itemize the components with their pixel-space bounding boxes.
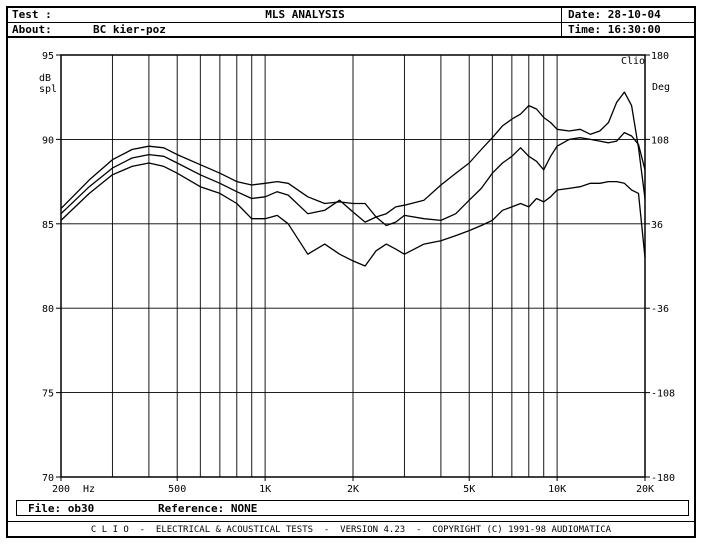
x-tick-label: 200 (52, 484, 70, 495)
about-value: BC kier-poz (93, 23, 166, 36)
clio-brand-label: Clio (621, 56, 645, 67)
window-frame (6, 6, 696, 538)
y2-tick-label: 108 (651, 135, 669, 146)
reference-label: Reference: NONE (158, 502, 258, 515)
series-line-3 (60, 162, 646, 267)
x-tick-label: 10K (548, 484, 566, 495)
x-tick-label: 5K (463, 484, 475, 495)
clio-banner-text: C L I O - ELECTRICAL & ACOUSTICAL TESTS … (90, 525, 612, 535)
x-tick-label: 20K (636, 484, 654, 495)
header-bottom-border (8, 36, 696, 38)
y-unit-label-2: spl (39, 84, 57, 95)
banner-divider (8, 521, 696, 522)
about-label: About: (12, 23, 52, 36)
y2-tick-label: -180 (651, 473, 675, 484)
y-tick-label: 70 (42, 473, 54, 484)
y-tick-label: 90 (42, 135, 54, 146)
file-box-left (16, 500, 17, 516)
page-title: MLS ANALYSIS (265, 8, 345, 21)
y2-tick-label: -36 (651, 304, 669, 315)
x-unit-label: Hz (83, 484, 95, 495)
y2-unit-label: Deg (652, 82, 670, 93)
test-label: Test : (12, 8, 52, 21)
time-label: Time: 16:30:00 (568, 23, 661, 36)
series-line-1 (60, 91, 646, 218)
clio-banner: C L I O - ELECTRICAL & ACOUSTICAL TESTS … (8, 523, 694, 537)
series-line-2 (60, 131, 646, 227)
file-box-top (16, 500, 688, 501)
y-tick-label: 75 (42, 389, 54, 400)
file-box-bottom (16, 515, 688, 516)
header-date-divider (561, 8, 562, 37)
header-divider (8, 22, 696, 23)
y2-tick-label: -108 (651, 389, 675, 400)
y-tick-label: 85 (42, 220, 54, 231)
file-box-right (688, 500, 689, 516)
x-tick-label: 2K (347, 484, 359, 495)
y-tick-label: 95 (42, 51, 54, 62)
y2-tick-label: 180 (651, 51, 669, 62)
date-label: Date: 28-10-04 (568, 8, 661, 21)
y-unit-label: dB (39, 73, 51, 84)
y2-tick-label: 36 (651, 220, 663, 231)
x-tick-label: 500 (168, 484, 186, 495)
file-label: File: ob30 (28, 502, 95, 515)
x-tick-label: 1K (259, 484, 271, 495)
y-tick-label: 80 (42, 304, 54, 315)
